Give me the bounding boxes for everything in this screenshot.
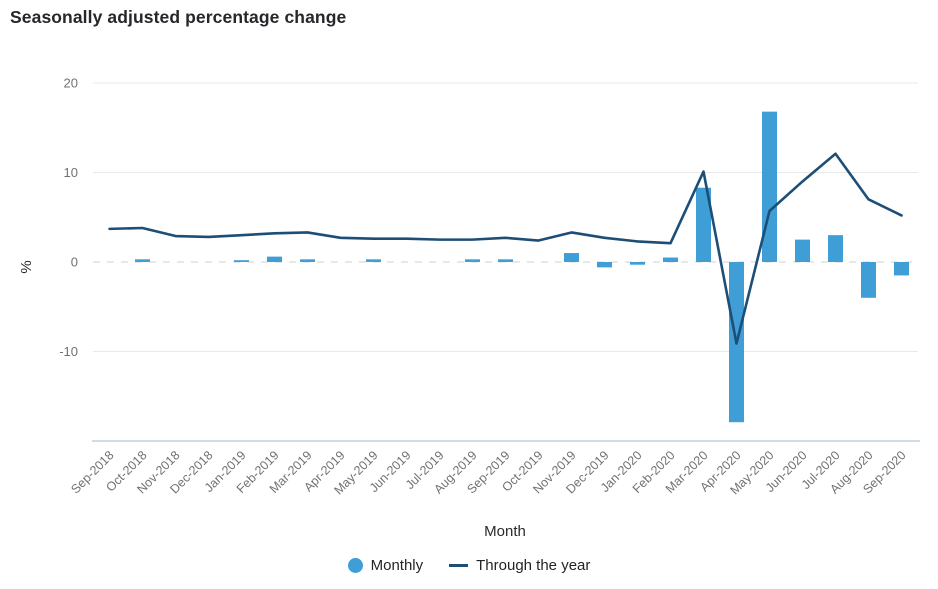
legend-label-through-the-year: Through the year (476, 557, 591, 574)
legend-item-monthly[interactable]: Monthly (347, 557, 424, 574)
svg-text:0: 0 (71, 255, 78, 270)
through-the-year-series-swatch-icon (449, 564, 469, 567)
monthly-series-swatch-icon (347, 558, 363, 573)
line-series-through-the-year (108, 152, 903, 345)
legend: Monthly Through the year (0, 557, 938, 574)
bar-series-monthly (135, 111, 909, 423)
chart-title: Seasonally adjusted percentage change (10, 7, 347, 27)
svg-text:20: 20 (64, 76, 78, 91)
legend-item-through-the-year[interactable]: Through the year (449, 557, 590, 574)
svg-text:-10: -10 (59, 344, 78, 359)
y-axis-title: % (18, 260, 35, 273)
x-axis-tick-labels: Sep-2018Oct-2018Nov-2018Dec-2018Jan-2019… (68, 448, 908, 497)
y-axis-tick-labels: 20 10 0 -10 (59, 76, 78, 360)
plot-area: 20 10 0 -10 Sep-2018Oct-2018Nov-2018Dec-201… (18, 76, 920, 540)
x-axis-title: Month (484, 523, 526, 540)
svg-text:10: 10 (64, 165, 78, 180)
legend-label-monthly: Monthly (370, 557, 424, 574)
